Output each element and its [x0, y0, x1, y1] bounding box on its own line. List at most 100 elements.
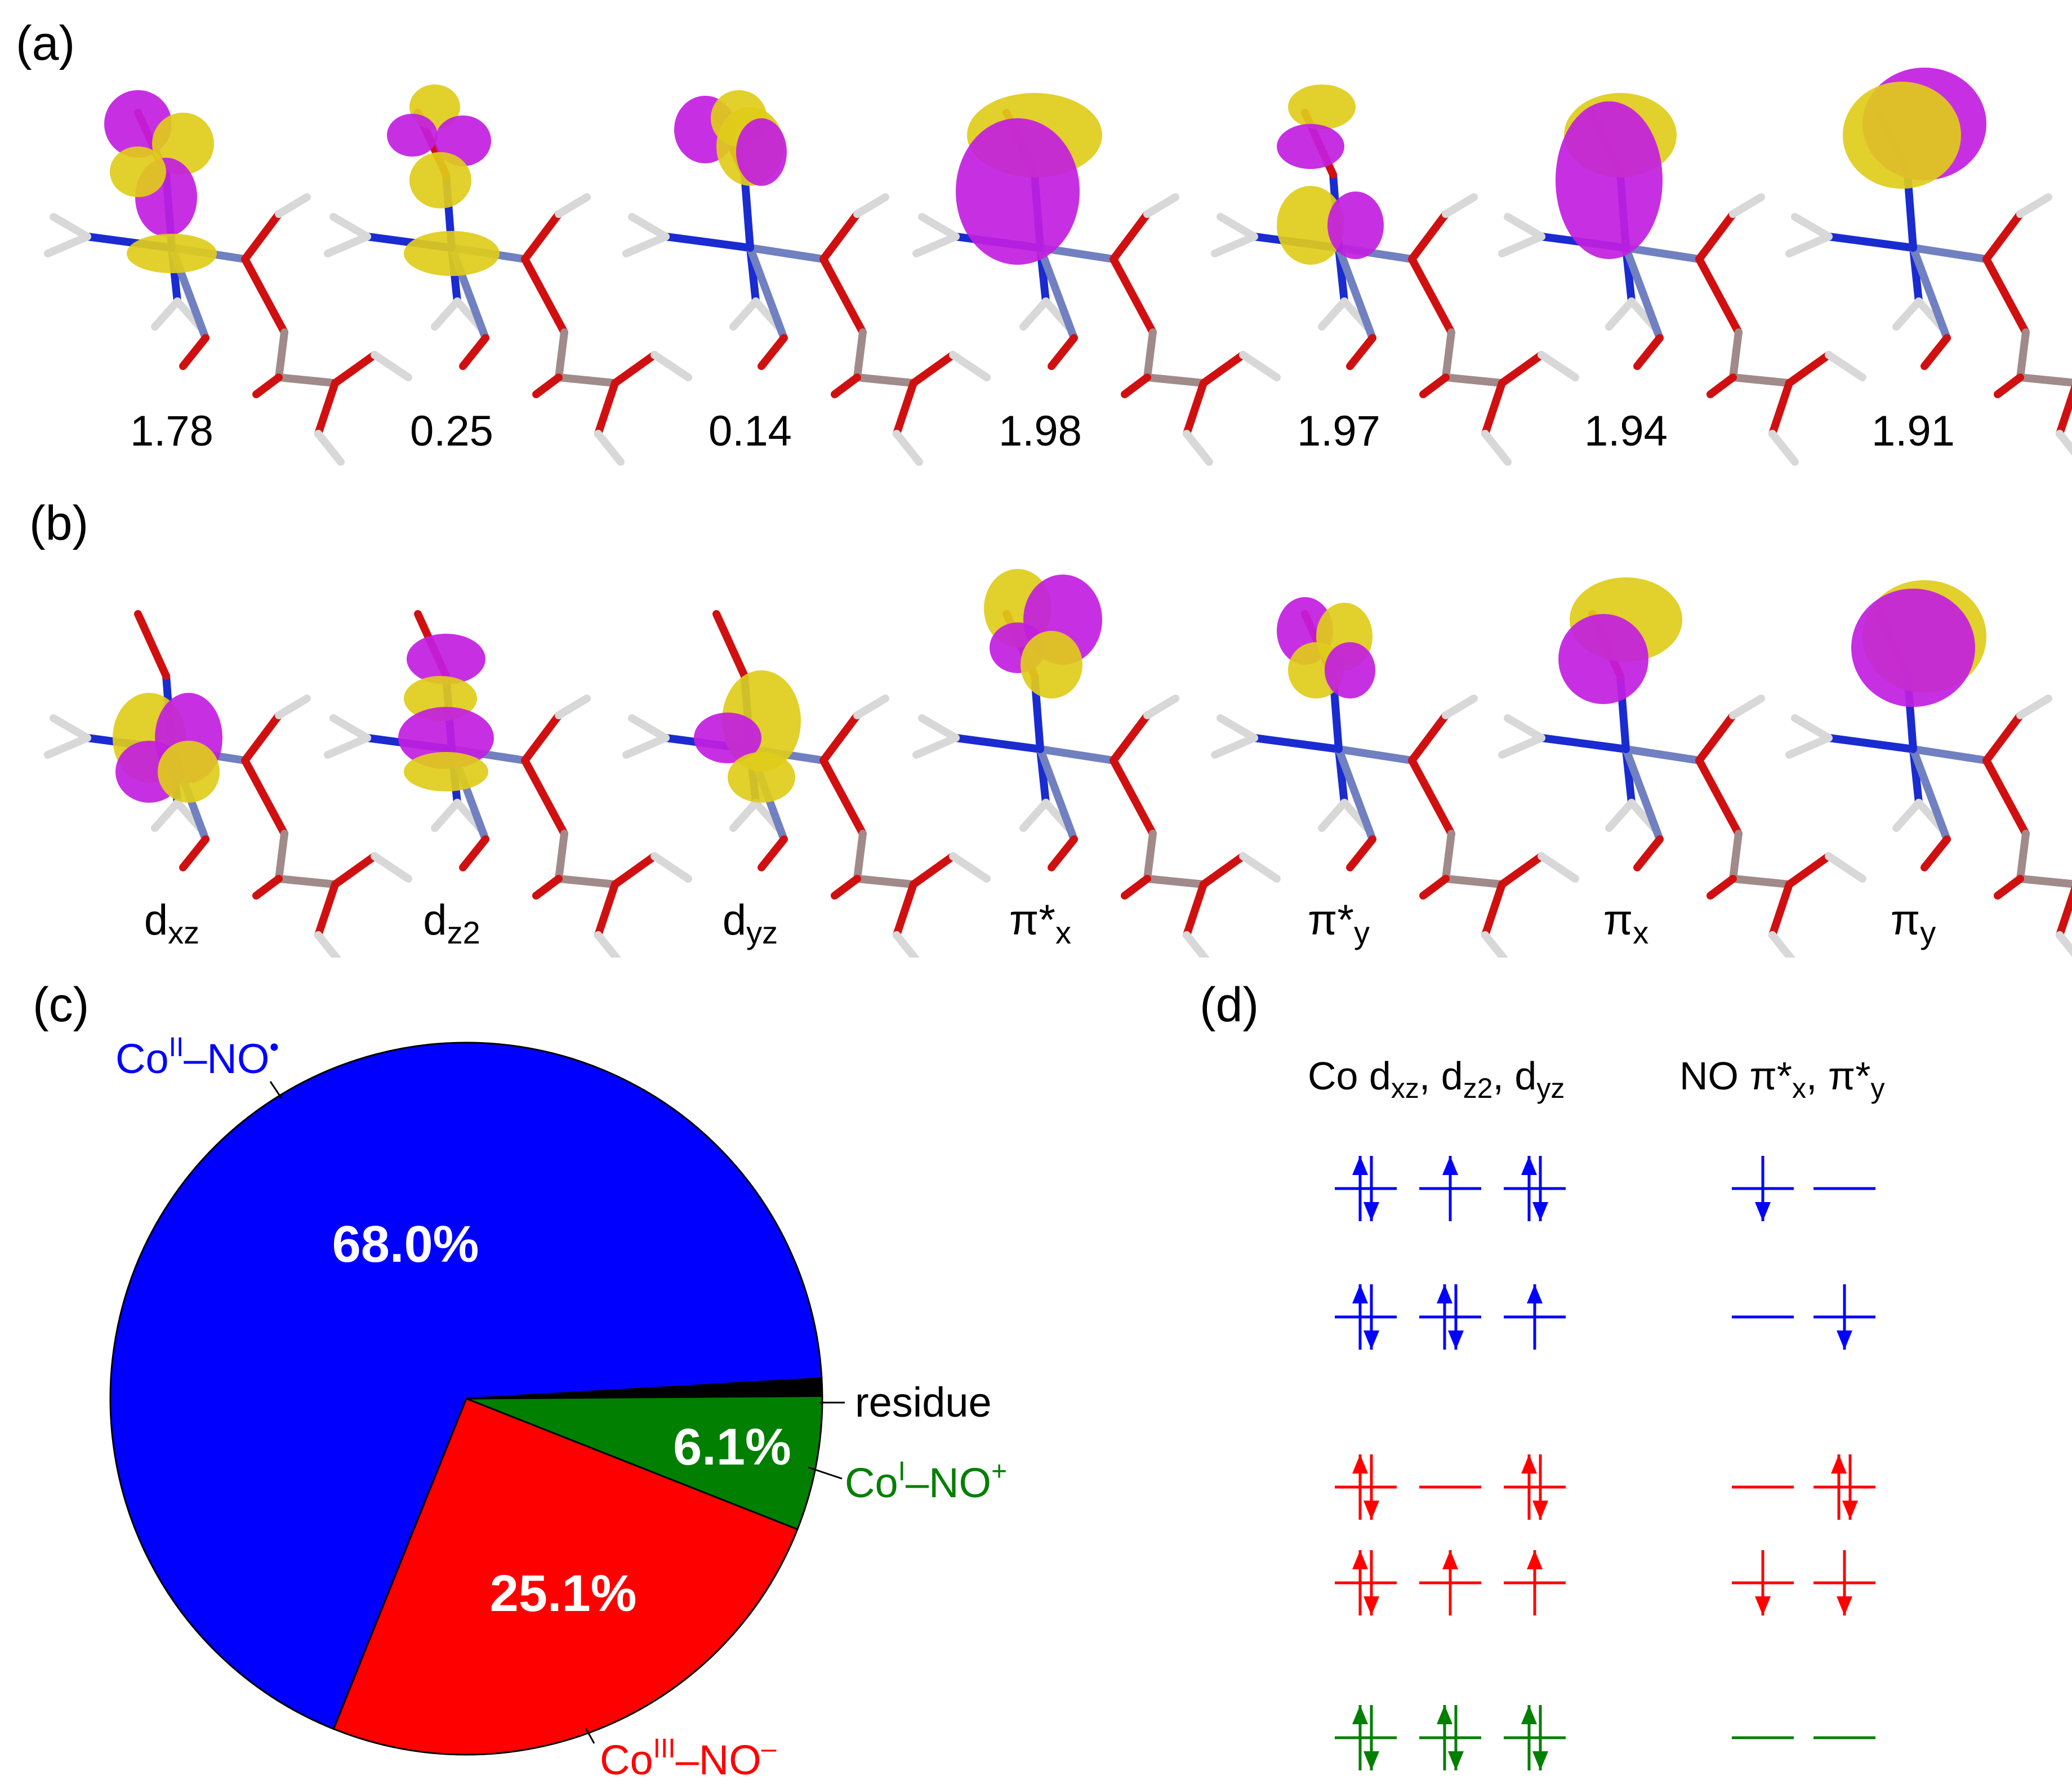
panel-label-d: (d) — [1200, 978, 1259, 1032]
bond — [324, 233, 371, 257]
bond — [1892, 799, 1923, 832]
bond — [1442, 875, 1506, 888]
bond — [431, 799, 461, 832]
bond — [622, 734, 670, 759]
arrow-head — [1352, 1550, 1368, 1569]
bond — [331, 351, 378, 387]
bond — [44, 233, 91, 257]
bond — [1239, 852, 1281, 883]
bond — [1036, 745, 1117, 764]
bond — [1481, 880, 1506, 939]
pie-slice-1 — [109, 1042, 823, 1730]
orbital-lobe — [1558, 614, 1648, 704]
bond — [853, 875, 917, 888]
bond — [650, 852, 692, 883]
bond — [275, 193, 311, 218]
bond — [757, 835, 788, 871]
bond — [1538, 852, 1579, 883]
bond — [314, 931, 341, 958]
bond — [1442, 695, 1478, 719]
bond — [1498, 852, 1545, 888]
configuration-row-5 — [1335, 1705, 1875, 1770]
bond — [521, 210, 563, 263]
bond — [1909, 745, 1990, 764]
bond — [2016, 875, 2072, 888]
bond — [662, 233, 754, 252]
bond — [1791, 714, 1833, 742]
bond — [1217, 213, 1258, 241]
a-orbital-image-7 — [1785, 68, 2072, 456]
arrow-head — [1442, 1156, 1458, 1175]
bond — [1200, 351, 1247, 387]
bond — [1892, 297, 1923, 331]
arrow-head — [1527, 1550, 1543, 1569]
arrow-head — [1363, 1751, 1379, 1770]
bond — [1994, 875, 2024, 900]
bond — [521, 711, 563, 764]
bond — [275, 830, 288, 883]
arrow-head — [1837, 1596, 1852, 1616]
bond — [1785, 734, 1833, 759]
a-orbital-image-4 — [912, 93, 1281, 466]
bond — [1498, 233, 1545, 257]
bond — [1695, 756, 1743, 838]
bond — [331, 852, 378, 888]
a-orbital-image-5 — [1211, 84, 1579, 466]
orbital-lobe — [1021, 631, 1082, 698]
bond — [1211, 734, 1258, 759]
arrow-head — [1442, 1550, 1458, 1569]
bond — [521, 255, 568, 336]
bond — [910, 852, 957, 888]
arrow-head — [1521, 1705, 1537, 1724]
callout-residue: residue — [855, 1379, 992, 1426]
bond — [1729, 695, 1765, 719]
bond — [1143, 328, 1157, 381]
bond — [1183, 379, 1207, 438]
orbital-lobe — [387, 114, 438, 157]
pie-slice-3 — [466, 1395, 823, 1530]
bond — [275, 328, 288, 381]
bond — [1729, 830, 1743, 883]
bond — [459, 334, 489, 370]
configuration-row-2 — [1335, 1284, 1875, 1350]
a-orbital-image-1 — [44, 90, 412, 466]
bond — [1729, 875, 1793, 888]
pie-label-2: 25.1% — [490, 1565, 637, 1622]
bond — [949, 852, 991, 883]
bond — [1729, 328, 1743, 381]
bond — [628, 213, 670, 241]
bond — [1791, 213, 1833, 241]
bond — [1036, 745, 1078, 843]
arrow-head — [1831, 1454, 1847, 1474]
bond — [1346, 835, 1376, 871]
bond — [2016, 830, 2030, 883]
bond — [1622, 745, 1703, 764]
bond — [1921, 835, 1951, 871]
configuration-row-4 — [1335, 1550, 1875, 1616]
orbital-label: π*x — [1009, 896, 1071, 951]
bond — [1121, 373, 1151, 398]
orbital-lobe — [1277, 186, 1344, 265]
bond — [853, 695, 889, 719]
a-orbital-image-2 — [324, 84, 692, 466]
orbital-lobe — [1325, 642, 1375, 698]
bond — [1211, 233, 1258, 257]
bond — [329, 213, 371, 241]
bond — [594, 379, 619, 438]
bond — [1504, 213, 1545, 241]
bond — [1481, 430, 1512, 466]
bond — [729, 799, 760, 832]
bond — [1183, 880, 1207, 939]
occupation-number: 1.97 — [1297, 407, 1380, 455]
bond — [1109, 255, 1157, 336]
bond — [431, 297, 461, 331]
bond — [252, 875, 283, 900]
callout-co2: CoII–NO• — [115, 1033, 279, 1082]
bond — [1825, 734, 1917, 753]
bond — [831, 373, 861, 398]
bond — [1785, 852, 1833, 888]
bond — [1633, 334, 1664, 370]
bond — [555, 328, 568, 381]
bond — [1481, 379, 1506, 438]
bond — [1605, 799, 1636, 832]
